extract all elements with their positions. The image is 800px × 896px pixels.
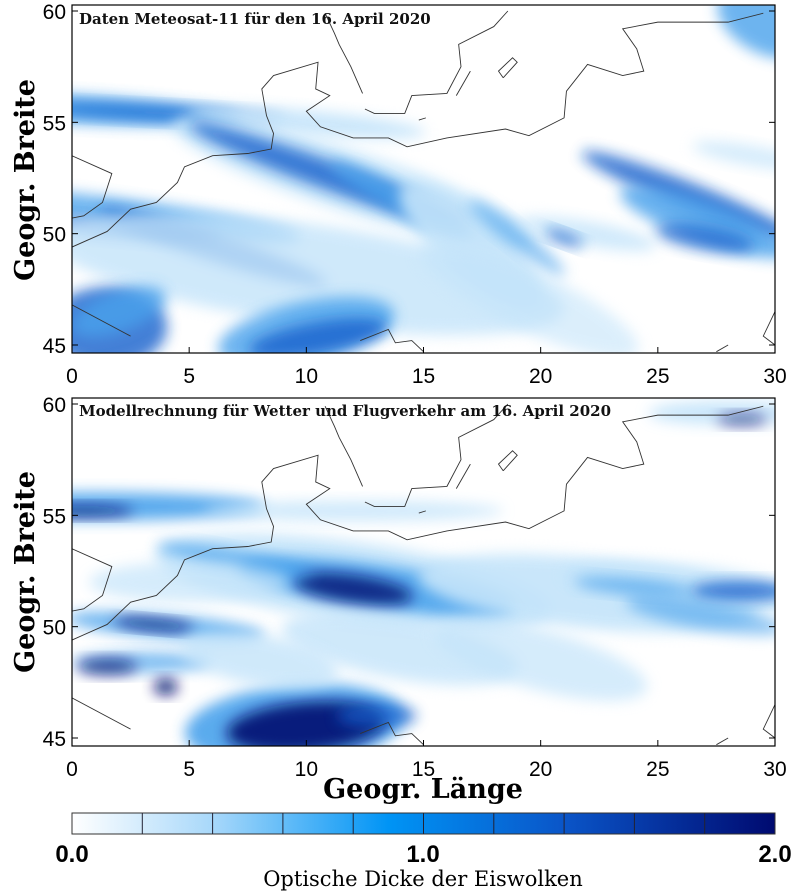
cloud-patch — [157, 542, 315, 577]
panel-title: Modellrechnung für Wetter und Flugverkeh… — [79, 402, 611, 420]
coastline — [418, 510, 426, 514]
y-tick-label: 45 — [43, 728, 66, 751]
coastline — [455, 463, 471, 489]
cloud-patch — [574, 577, 695, 597]
coastline — [360, 328, 424, 353]
cloud-patch — [203, 500, 504, 521]
coastline — [72, 697, 131, 730]
cloud-patch — [249, 318, 388, 353]
colorbar: 0.0 1.0 2.0 Optische Dicke der Eiswolken — [55, 812, 792, 891]
x-tick-label: 15 — [412, 365, 435, 388]
x-tick-label: 25 — [646, 365, 669, 388]
colorbar-dividers — [141, 813, 706, 834]
coastline — [497, 450, 518, 472]
coastline — [364, 403, 509, 507]
cloud-patch — [180, 631, 339, 689]
coastlines — [72, 10, 775, 353]
y-axis-label: Geogr. Breite — [10, 79, 41, 281]
cloud-patch — [419, 242, 639, 353]
coastline — [364, 10, 509, 114]
cloud-patch — [77, 658, 138, 675]
cloud-patch — [281, 612, 519, 686]
x-tick-label: 0 — [66, 365, 78, 388]
coastline — [762, 704, 775, 739]
x-tick-label: 25 — [646, 758, 669, 781]
x-tick-label: 10 — [295, 758, 318, 781]
cloud-patch — [434, 619, 648, 701]
x-axis-label: Geogr. Länge — [323, 774, 523, 805]
cloud-patch — [545, 229, 584, 247]
y-tick-label: 50 — [43, 617, 66, 640]
cloud-patch — [692, 141, 775, 171]
coastline — [72, 304, 131, 337]
cloud-patch — [72, 504, 134, 517]
y-axis-label: Geogr. Breite — [10, 471, 41, 673]
coastline — [716, 344, 729, 353]
cloud-patch — [717, 413, 768, 426]
cloud-patch — [336, 703, 417, 728]
map-panel-model: Modellrechnung für Wetter und Flugverkeh… — [10, 394, 787, 781]
x-tick-label: 10 — [295, 365, 318, 388]
colorbar-label: Optische Dicke der Eiswolken — [263, 867, 583, 891]
axis-ticks: 0 5 10 15 20 25 30 45 50 55 60 — [43, 1, 787, 388]
coastline — [762, 311, 775, 346]
y-tick-label: 45 — [43, 335, 66, 358]
coastline — [418, 117, 426, 121]
coastline — [497, 57, 518, 79]
cloud-patch — [153, 678, 178, 695]
y-tick-label: 55 — [43, 112, 66, 135]
cloud-patch — [72, 286, 167, 338]
coastline — [72, 405, 764, 641]
colorbar-tick-mid: 1.0 — [406, 841, 439, 868]
cloud-patch — [717, 5, 775, 59]
cloud-patch — [689, 581, 775, 602]
x-tick-label: 15 — [412, 758, 435, 781]
panel-title: Daten Meteosat-11 für den 16. April 2020 — [79, 10, 431, 28]
x-tick-label: 30 — [763, 758, 786, 781]
coastline — [72, 548, 113, 612]
cloud-patch — [625, 595, 775, 636]
cloud-patch — [469, 200, 565, 276]
coastline — [324, 13, 363, 94]
axis-ticks: 0 5 10 15 20 25 30 45 50 55 60 — [43, 394, 787, 781]
y-tick-label: 50 — [43, 224, 66, 247]
cloud-patch — [89, 562, 290, 603]
cloud-patch — [518, 216, 657, 251]
cloud-patch — [655, 223, 754, 253]
x-tick-label: 5 — [183, 365, 195, 388]
coastline — [360, 721, 424, 746]
coastline — [72, 155, 113, 219]
cloud-field — [72, 400, 775, 746]
y-tick-label: 55 — [43, 505, 66, 528]
cloud-patch — [114, 617, 194, 632]
cloud-patch — [293, 572, 413, 605]
coastline — [455, 70, 471, 96]
cloud-patch — [186, 106, 426, 139]
coastline — [72, 12, 764, 248]
y-tick-label: 60 — [43, 394, 66, 417]
map-panel-satellite: Daten Meteosat-11 für den 16. April 2020… — [10, 1, 787, 388]
colorbar-tick-max: 2.0 — [758, 841, 791, 868]
x-tick-label: 30 — [763, 365, 786, 388]
coastline — [716, 737, 729, 746]
y-tick-label: 60 — [43, 1, 66, 24]
cloud-patch — [72, 212, 564, 336]
coastlines — [72, 403, 775, 746]
x-tick-label: 20 — [529, 365, 552, 388]
cloud-field — [72, 5, 775, 353]
x-tick-label: 0 — [66, 758, 78, 781]
x-tick-label: 20 — [529, 758, 552, 781]
x-tick-label: 5 — [183, 758, 195, 781]
coastline — [324, 406, 363, 487]
colorbar-tick-min: 0.0 — [55, 841, 88, 868]
